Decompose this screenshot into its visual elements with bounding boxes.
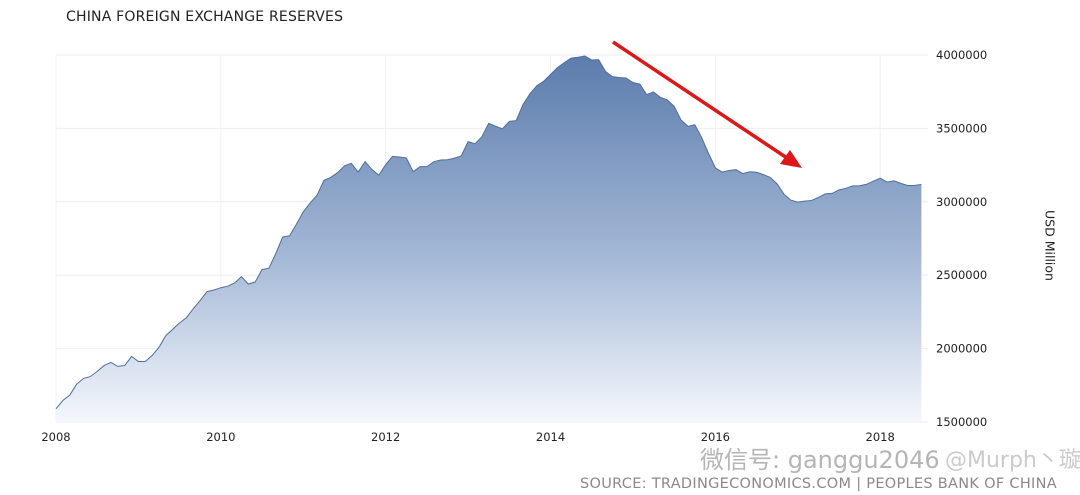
source-note: SOURCE: TRADINGECONOMICS.COM | PEOPLES B… bbox=[580, 476, 1057, 492]
watermark-wechat: 微信号: ganggu2046 bbox=[700, 446, 940, 474]
reserves-area bbox=[56, 56, 922, 422]
y-axis-label: USD Million bbox=[1042, 210, 1058, 281]
x-tick-label: 2008 bbox=[41, 430, 70, 444]
y-tick-label: 1500000 bbox=[936, 415, 987, 429]
x-tick-label: 2018 bbox=[866, 430, 895, 444]
y-tick-label: 2000000 bbox=[936, 342, 987, 356]
watermark-weibo: @Murph丶璇 bbox=[945, 448, 1080, 473]
y-axis: 4000000 3500000 3000000 2500000 2000000 15000… bbox=[936, 48, 987, 429]
x-tick-label: 2016 bbox=[701, 430, 730, 444]
chart-title: CHINA FOREIGN EXCHANGE RESERVES bbox=[66, 9, 344, 25]
y-tick-label: 4000000 bbox=[936, 48, 987, 62]
x-tick-label: 2014 bbox=[536, 430, 565, 444]
y-tick-label: 3000000 bbox=[936, 195, 987, 209]
x-tick-label: 2012 bbox=[371, 430, 400, 444]
trend-arrow bbox=[612, 40, 802, 168]
reserves-line bbox=[55, 55, 922, 410]
y-tick-label: 2500000 bbox=[936, 268, 987, 282]
x-tick-label: 2010 bbox=[206, 430, 235, 444]
x-axis: 2008 2010 2012 2014 2016 2018 bbox=[41, 430, 894, 444]
y-tick-label: 3500000 bbox=[936, 121, 987, 135]
